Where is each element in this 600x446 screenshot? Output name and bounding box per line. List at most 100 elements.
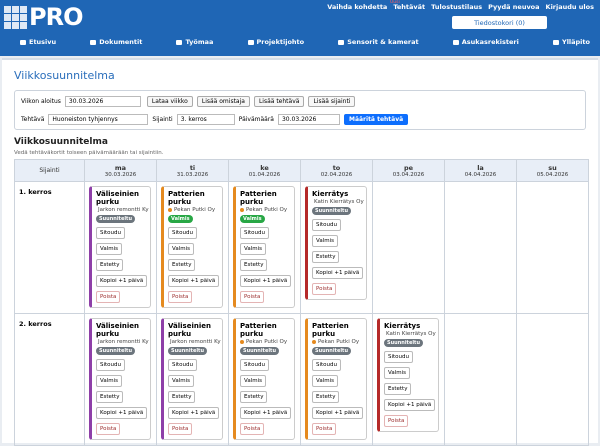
company-name: Pekan Putki Oy <box>174 207 216 213</box>
header-link[interactable]: Tehtävät <box>393 3 426 11</box>
task-card[interactable]: Kierrätys Katin Kierrätys Oy Suunniteltu Si… <box>377 318 439 432</box>
card-action[interactable]: Kopioi +1 päivä <box>168 407 220 419</box>
nav-item[interactable]: Työmaa <box>176 38 213 46</box>
nav-item[interactable]: Etusivu <box>20 38 56 46</box>
action-wrap: Valmis <box>312 371 363 387</box>
status-badge: Valmis <box>240 215 265 223</box>
header-link[interactable]: Vaihda kohdetta <box>327 3 388 11</box>
status-badge: Suunniteltu <box>96 347 135 355</box>
card-action[interactable]: Sitoudu <box>384 351 414 363</box>
card-action[interactable]: Kopioi +1 päivä <box>240 407 292 419</box>
card-action[interactable]: Sitoudu <box>240 359 270 371</box>
card-action[interactable]: Estetty <box>240 391 268 403</box>
card-action[interactable]: Poista <box>168 423 193 435</box>
card-action[interactable]: Poista <box>96 291 121 303</box>
nav-item[interactable]: Ylläpito <box>553 38 590 46</box>
task-card[interactable]: Väliseinien purku Jarkon remontti Ky Suunn… <box>89 318 151 440</box>
card-action[interactable]: Estetty <box>168 259 196 271</box>
card-action[interactable]: Estetty <box>96 259 124 271</box>
header-link[interactable]: Pyydä neuvoa <box>488 3 540 11</box>
card-action[interactable]: Kopioi +1 päivä <box>312 407 364 419</box>
card-action[interactable]: Sitoudu <box>312 359 342 371</box>
card-action[interactable]: Sitoudu <box>168 359 198 371</box>
nav-item[interactable]: Projektijohto <box>248 38 305 46</box>
header-link[interactable]: Kirjaudu ulos <box>545 3 594 11</box>
day-header: ma 30.03.2026 <box>84 159 157 182</box>
card-action[interactable]: Poista <box>312 283 337 295</box>
task-card[interactable]: Patterien purku Pekan Putki Oy Suunniteltu… <box>305 318 367 440</box>
nav-item[interactable]: Dokumentit <box>90 38 142 46</box>
header-link[interactable]: Tulostustilaus <box>431 3 483 11</box>
task-select[interactable]: Huoneiston tyhjennys <box>48 114 149 125</box>
card-action[interactable]: Kopioi +1 päivä <box>384 399 436 411</box>
card-action[interactable]: Sitoudu <box>168 227 198 239</box>
task-card[interactable]: Patterien purku Pekan Putki Oy Valmis Sitou… <box>161 186 223 308</box>
card-action[interactable]: Sitoudu <box>240 227 270 239</box>
card-action[interactable]: Sitoudu <box>312 219 342 231</box>
task-title: Patterien purku <box>240 190 277 206</box>
action-wrap: Poista <box>240 419 291 435</box>
card-action[interactable]: Valmis <box>96 375 122 387</box>
date-input[interactable]: 30.03.2026 <box>64 96 141 107</box>
card-action[interactable]: Kopioi +1 päivä <box>240 275 292 287</box>
card-action[interactable]: Poista <box>240 423 265 435</box>
card-action[interactable]: Poista <box>240 291 265 303</box>
card-action[interactable]: Poista <box>168 291 193 303</box>
company-name: Pekan Putki Oy <box>246 339 288 345</box>
card-action[interactable]: Valmis <box>168 243 194 255</box>
card-action[interactable]: Estetty <box>240 259 268 271</box>
card-action[interactable]: Poista <box>96 423 121 435</box>
action-wrap: Valmis <box>312 231 363 247</box>
assign-button[interactable]: Määritä tehtävä <box>343 114 409 125</box>
card-action[interactable]: Poista <box>384 415 409 427</box>
action-wrap: Valmis <box>168 239 219 255</box>
card-action[interactable]: Estetty <box>96 391 124 403</box>
day-cell: Patterien purku Pekan Putki Oy Valmis Sitou… <box>228 181 301 314</box>
card-action[interactable]: Sitoudu <box>96 227 126 239</box>
card-action[interactable]: Sitoudu <box>96 359 126 371</box>
card-action[interactable]: Poista <box>312 423 337 435</box>
cart-button[interactable]: Tiedostokori (0) <box>452 16 547 29</box>
nav-item[interactable]: Sensorit & kamerat <box>338 38 418 46</box>
card-action[interactable]: Estetty <box>168 391 196 403</box>
card-action[interactable]: Valmis <box>96 243 122 255</box>
card-action[interactable]: Kopioi +1 päivä <box>96 407 148 419</box>
action-wrap: Sitoudu <box>384 347 435 363</box>
card-action[interactable]: Valmis <box>168 375 194 387</box>
form-button[interactable]: Lataa viikko <box>146 96 193 107</box>
task-card[interactable]: Patterien purku Pekan Putki Oy Valmis Sitou… <box>233 186 295 308</box>
company-name: Pekan Putki Oy <box>246 207 288 213</box>
card-action[interactable]: Valmis <box>240 243 266 255</box>
week-table: Sijainti ma 30.03.2026 ti 31.03.2026 ke 01.04.… <box>14 159 589 446</box>
form-button[interactable]: Lisää sijainti <box>308 96 356 107</box>
action-wrap: Poista <box>168 287 219 303</box>
form-button[interactable]: Lisää tehtävä <box>253 96 305 107</box>
task-card[interactable]: Väliseinien purku Jarkon remontti Ky Suunn… <box>161 318 223 440</box>
card-action[interactable]: Kopioi +1 päivä <box>312 267 364 279</box>
card-action[interactable]: Valmis <box>384 367 410 379</box>
task-card[interactable]: Kierrätys Katin Kierrätys Oy Suunniteltu Si… <box>305 186 367 300</box>
card-action[interactable]: Valmis <box>240 375 266 387</box>
task-company: Pekan Putki Oy <box>240 339 291 345</box>
location-select[interactable]: 3. kerros <box>176 114 235 125</box>
card-action[interactable]: Kopioi +1 päivä <box>168 275 220 287</box>
card-action[interactable]: Estetty <box>312 391 340 403</box>
logo[interactable]: PRO <box>4 3 83 31</box>
form-button[interactable]: Lisää omistaja <box>196 96 250 107</box>
company-name: Jarkon remontti Ky <box>98 339 149 345</box>
card-action[interactable]: Estetty <box>384 383 412 395</box>
card-action[interactable]: Kopioi +1 päivä <box>96 275 148 287</box>
status-badge: Suunniteltu <box>240 347 279 355</box>
day-cell: Kierrätys Katin Kierrätys Oy Suunniteltu Si… <box>372 313 445 446</box>
action-wrap: Kopioi +1 päivä <box>96 403 148 419</box>
day-header: ke 01.04.2026 <box>228 159 301 182</box>
new-badge: Uusi <box>390 0 400 5</box>
company-name: Katin Kierrätys Oy <box>386 331 436 337</box>
task-card[interactable]: Väliseinien purku Jarkon remontti Ky Suunn… <box>89 186 151 308</box>
nav-item[interactable]: Asukasrekisteri <box>453 38 519 46</box>
date-select[interactable]: 30.03.2026 <box>277 114 340 125</box>
task-card[interactable]: Patterien purku Pekan Putki Oy Suunniteltu… <box>233 318 295 440</box>
card-action[interactable]: Estetty <box>312 251 340 263</box>
card-action[interactable]: Valmis <box>312 375 338 387</box>
card-action[interactable]: Valmis <box>312 235 338 247</box>
